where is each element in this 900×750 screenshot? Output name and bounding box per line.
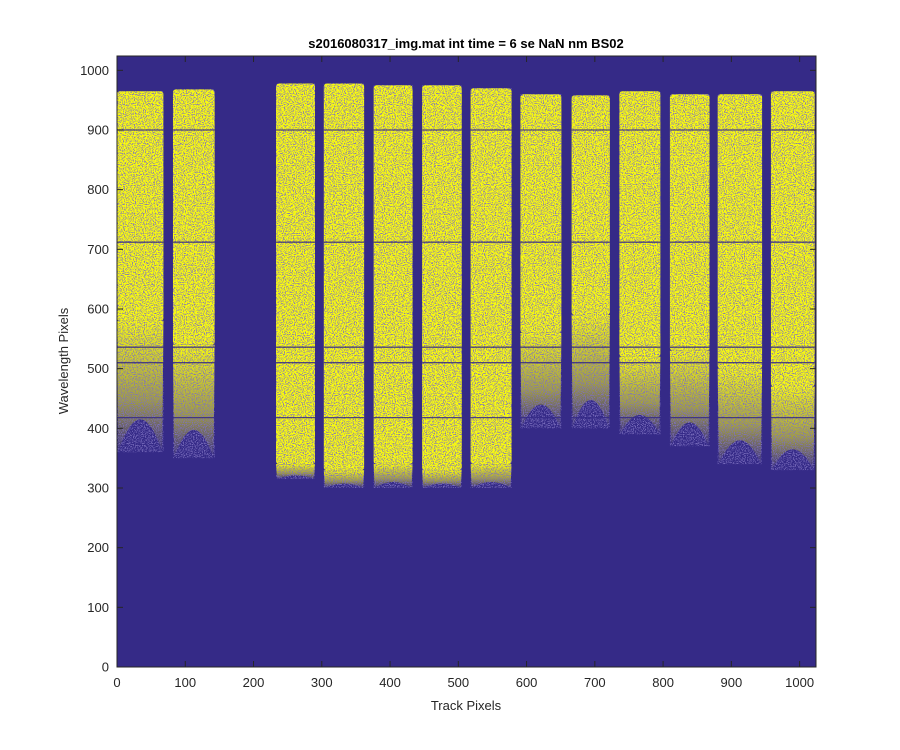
- x-tick-label: 100: [174, 675, 196, 690]
- x-axis-label: Track Pixels: [431, 698, 502, 713]
- signal-band: [323, 83, 365, 488]
- signal-band: [571, 95, 610, 429]
- y-tick-label: 0: [102, 660, 109, 675]
- signal-band: [717, 94, 763, 465]
- signal-band-noise: [276, 83, 315, 480]
- x-tick-label: 500: [447, 675, 469, 690]
- y-tick-label: 700: [87, 242, 109, 257]
- y-tick-label: 1000: [80, 63, 109, 78]
- y-axis-label: Wavelength Pixels: [56, 307, 71, 414]
- signal-band: [422, 85, 462, 488]
- signal-bands: [117, 83, 815, 488]
- signal-band: [470, 88, 512, 488]
- signal-band: [770, 91, 815, 471]
- signal-band-noise: [669, 94, 710, 447]
- signal-band-noise: [571, 95, 610, 429]
- chart-title: s2016080317_img.mat int time = 6 se NaN …: [308, 36, 623, 51]
- y-tick-label: 800: [87, 182, 109, 197]
- signal-band-noise: [770, 91, 815, 471]
- x-tick-label: 200: [243, 675, 265, 690]
- signal-band: [276, 83, 315, 480]
- y-tick-label: 500: [87, 361, 109, 376]
- signal-band-noise: [373, 85, 413, 488]
- x-axis-ticks: 0 100 200 300 400 500 600 700 800 900 1000: [113, 56, 814, 690]
- x-tick-label: 600: [516, 675, 538, 690]
- signal-band: [619, 91, 661, 435]
- signal-band: [172, 89, 215, 459]
- y-axis-ticks: 0 100 200 300 400 500 600 700 800 900 1000: [80, 63, 816, 675]
- signal-band: [669, 94, 710, 447]
- y-tick-label: 900: [87, 122, 109, 137]
- plot-frame: [116, 55, 817, 668]
- x-tick-label: 1000: [785, 675, 814, 690]
- signal-band-noise: [323, 83, 365, 488]
- y-tick-label: 400: [87, 421, 109, 436]
- x-tick-label: 400: [379, 675, 401, 690]
- signal-band-noise: [422, 85, 462, 488]
- signal-band-noise: [520, 94, 562, 429]
- y-tick-label: 100: [87, 600, 109, 615]
- x-tick-label: 0: [113, 675, 120, 690]
- x-tick-label: 800: [652, 675, 674, 690]
- x-tick-label: 700: [584, 675, 606, 690]
- signal-band-noise: [172, 89, 215, 459]
- signal-band-noise: [717, 94, 763, 465]
- absorption-lines: [117, 129, 815, 419]
- signal-band: [117, 91, 164, 453]
- y-tick-label: 300: [87, 480, 109, 495]
- signal-band-noise: [470, 88, 512, 488]
- y-tick-label: 200: [87, 540, 109, 555]
- x-tick-label: 900: [721, 675, 743, 690]
- signal-band: [373, 85, 413, 488]
- plot-area: [117, 56, 816, 667]
- y-tick-label: 600: [87, 301, 109, 316]
- x-tick-label: 300: [311, 675, 333, 690]
- signal-band-noise: [619, 91, 661, 435]
- signal-band-noise: [117, 91, 164, 453]
- signal-band: [520, 94, 562, 429]
